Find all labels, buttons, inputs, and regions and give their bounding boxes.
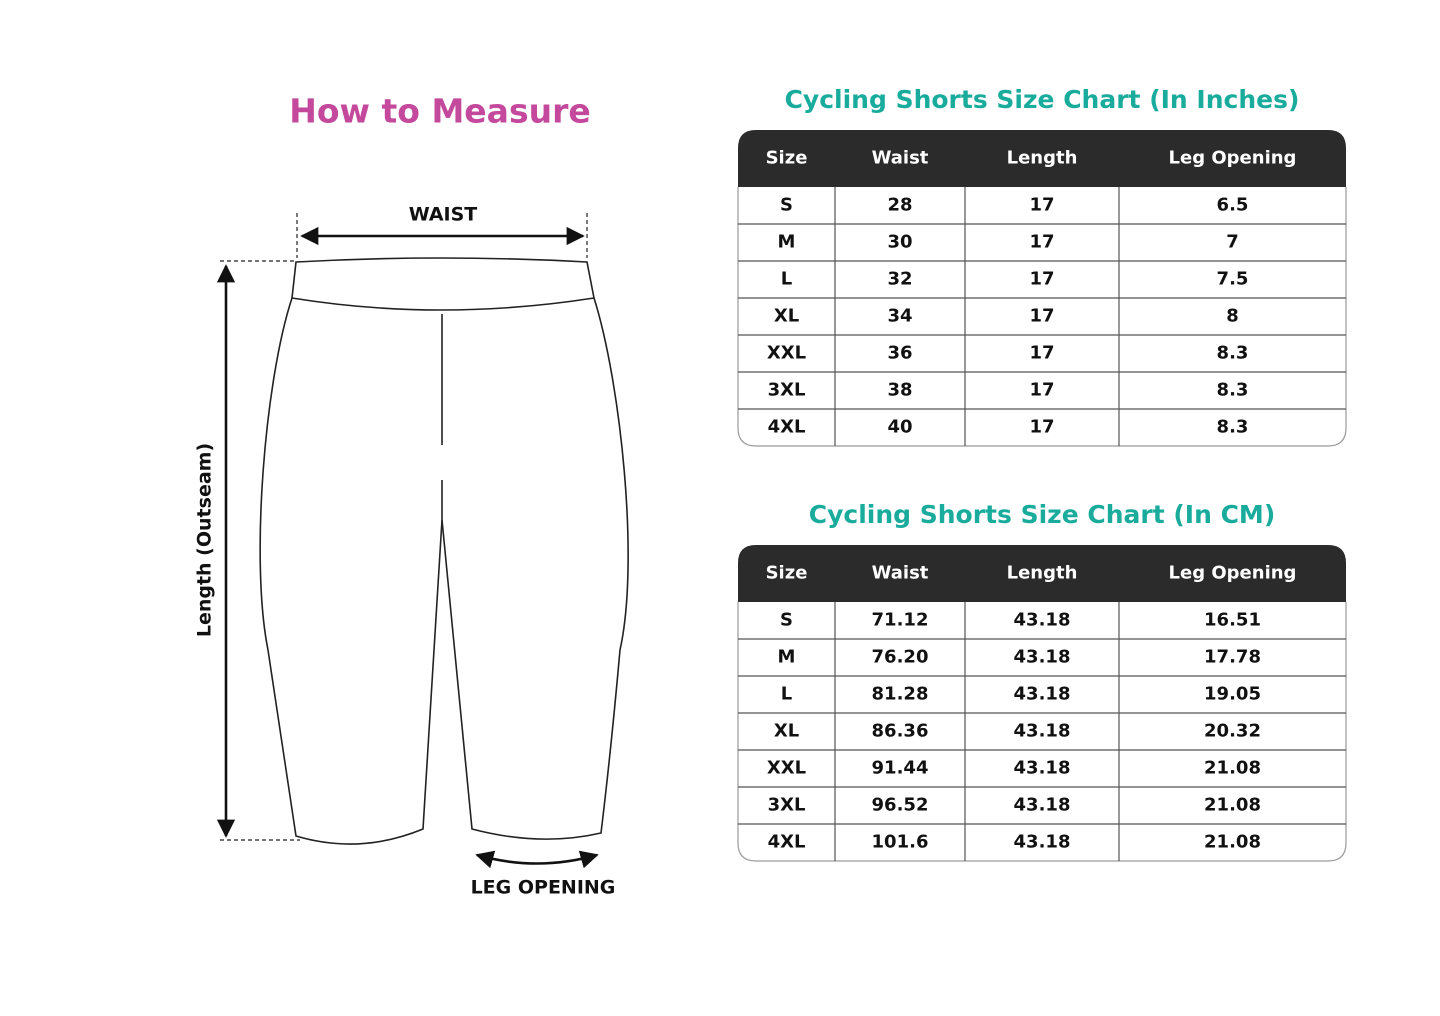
table-cell: L (781, 684, 792, 705)
table-cell: 17 (1029, 269, 1054, 290)
table-cell: XXL (767, 343, 806, 364)
waist-label: WAIST (409, 204, 478, 226)
table-cell: M (778, 232, 796, 253)
table-cell: XL (774, 721, 799, 742)
table-cell: 91.44 (872, 758, 929, 779)
table-cell: 19.05 (1204, 684, 1261, 705)
table-cell: 17 (1029, 417, 1054, 438)
header-cell: Size (766, 148, 808, 169)
table-cell: 4XL (768, 417, 806, 438)
table-cell: 16.51 (1204, 610, 1261, 631)
table-cell: 43.18 (1014, 647, 1071, 668)
length-label: Length (Outseam) (194, 443, 216, 637)
table-cell: 8.3 (1217, 417, 1249, 438)
header-cell: Waist (872, 563, 929, 584)
table-cell: 17.78 (1204, 647, 1261, 668)
header-cell: Length (1007, 563, 1078, 584)
table-cell: 17 (1029, 306, 1054, 327)
table-cell: 7.5 (1217, 269, 1249, 290)
table-cell: 6.5 (1217, 195, 1249, 216)
table-cell: 7 (1226, 232, 1239, 253)
table-cell: 43.18 (1014, 832, 1071, 853)
table-cell: 43.18 (1014, 684, 1071, 705)
table-cell: L (781, 269, 792, 290)
tables: Cycling Shorts Size Chart (In Inches) Siz… (737, 85, 1347, 862)
shorts-drawing (259, 257, 629, 845)
table-cell: 8.3 (1217, 380, 1249, 401)
table-cell: XXL (767, 758, 806, 779)
table-cell: 20.32 (1204, 721, 1261, 742)
table-cell: 3XL (768, 380, 806, 401)
table-cell: 34 (887, 306, 912, 327)
waist-marker (296, 213, 588, 258)
table-cell: 43.18 (1014, 758, 1071, 779)
table-cell: 30 (887, 232, 912, 253)
table-cell: 32 (887, 269, 912, 290)
header-cell: Length (1007, 148, 1078, 169)
table-cell: 43.18 (1014, 610, 1071, 631)
table-cell: 43.18 (1014, 795, 1071, 816)
leg-opening-marker (475, 850, 599, 869)
table-cell: 17 (1029, 195, 1054, 216)
table-cell: S (780, 610, 793, 631)
table-cell: 8.3 (1217, 343, 1249, 364)
table-cell: 4XL (768, 832, 806, 853)
table-cell: 21.08 (1204, 758, 1261, 779)
measure-title: How to Measure (289, 92, 590, 131)
header-cell: Waist (872, 148, 929, 169)
table-cell: 101.6 (872, 832, 929, 853)
table-title: Cycling Shorts Size Chart (In Inches) (785, 85, 1300, 114)
table-cell: 17 (1029, 343, 1054, 364)
table-cell: 21.08 (1204, 795, 1261, 816)
table-cell: 21.08 (1204, 832, 1261, 853)
table-cell: 86.36 (872, 721, 929, 742)
table-cell: S (780, 195, 793, 216)
table-cell: XL (774, 306, 799, 327)
header-cell: Leg Opening (1169, 148, 1297, 169)
table-cell: 3XL (768, 795, 806, 816)
table-cell: 28 (887, 195, 912, 216)
table-cell: 40 (887, 417, 912, 438)
table-cell: 43.18 (1014, 721, 1071, 742)
table-header (738, 130, 1346, 187)
table-cell: 76.20 (872, 647, 929, 668)
table-cell: 71.12 (872, 610, 929, 631)
table-cell: 8 (1226, 306, 1239, 327)
table-cell: M (778, 647, 796, 668)
table-title: Cycling Shorts Size Chart (In CM) (809, 500, 1276, 529)
header-cell: Leg Opening (1169, 563, 1297, 584)
table-cell: 96.52 (872, 795, 929, 816)
table-body (737, 187, 1347, 447)
leg-opening-label: LEG OPENING (471, 877, 616, 899)
table-cell: 36 (887, 343, 912, 364)
table-header (738, 545, 1346, 602)
table-cell: 81.28 (872, 684, 929, 705)
table-cell: 38 (887, 380, 912, 401)
length-marker (216, 260, 300, 841)
table-cell: 17 (1029, 380, 1054, 401)
header-cell: Size (766, 563, 808, 584)
table-cell: 17 (1029, 232, 1054, 253)
table-body (737, 602, 1347, 862)
